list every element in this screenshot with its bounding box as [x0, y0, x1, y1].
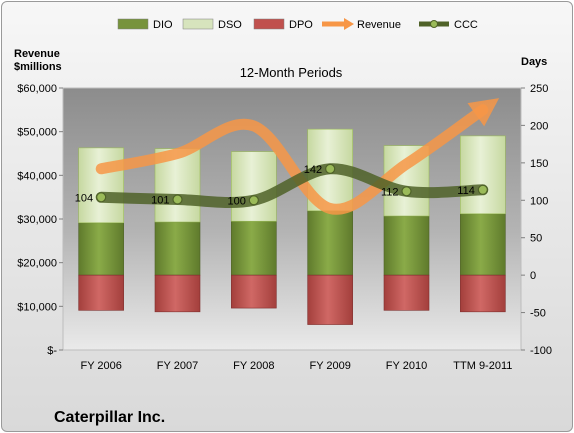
- x-tick-label-6: TTM 9-2011: [453, 360, 512, 372]
- bar-dio-4: [307, 210, 353, 276]
- bar-dso-6: [460, 135, 506, 215]
- bar-dpo-5: [383, 274, 430, 311]
- right-axis-title: Days: [521, 56, 547, 68]
- chart-title: 12-Month Periods: [240, 65, 343, 80]
- bar-dpo-2: [154, 274, 201, 313]
- right-tick-label-5: 150: [530, 158, 548, 170]
- left-tick-label-2: $20,000: [17, 258, 57, 270]
- bar-dpo-4: [307, 274, 353, 325]
- legend-swatch-dpo: [253, 18, 285, 30]
- legend-label-dio: DIO: [153, 19, 173, 31]
- legend-label-dpo: DPO: [289, 19, 313, 31]
- legend-arrow-revenue: [344, 18, 354, 30]
- right-tick-label-2: 0: [530, 270, 536, 282]
- ccc-point-1: [96, 192, 107, 203]
- bar-dso-1: [78, 147, 124, 224]
- company-name: Caterpillar Inc.: [54, 409, 165, 426]
- x-tick-label-1: FY 2006: [80, 360, 121, 372]
- right-tick-label-0: -100: [530, 345, 552, 357]
- left-axis-title-line2: $millions: [14, 61, 62, 73]
- ccc-label-6: 114: [457, 185, 475, 197]
- x-tick-label-3: FY 2008: [233, 360, 274, 372]
- left-tick-label-4: $40,000: [17, 170, 57, 182]
- right-tick-label-6: 200: [530, 120, 548, 132]
- ccc-label-1: 104: [75, 192, 93, 204]
- left-tick-label-6: $60,000: [17, 83, 57, 95]
- left-tick-label-5: $50,000: [17, 127, 57, 139]
- bar-dso-3: [231, 151, 277, 222]
- right-tick-label-4: 100: [530, 195, 548, 207]
- left-tick-label-3: $30,000: [17, 214, 57, 226]
- ccc-label-2: 101: [151, 195, 169, 207]
- x-tick-label-4: FY 2009: [309, 360, 350, 372]
- bar-dio-2: [154, 221, 201, 276]
- x-tick-label-2: FY 2007: [157, 360, 198, 372]
- ccc-label-5: 112: [381, 186, 399, 198]
- left-tick-label-1: $10,000: [17, 301, 57, 313]
- ccc-point-3: [248, 195, 259, 206]
- x-tick-label-5: FY 2010: [386, 360, 427, 372]
- right-tick-label-3: 50: [530, 233, 542, 245]
- right-tick-label-1: -50: [530, 308, 546, 320]
- left-tick-label-0: $-: [47, 345, 57, 357]
- bar-dio-5: [383, 215, 430, 276]
- ccc-point-5: [401, 186, 412, 197]
- ccc-point-2: [172, 194, 183, 205]
- ccc-label-3: 100: [227, 195, 245, 207]
- ccc-label-4: 142: [304, 164, 322, 176]
- bar-dpo-1: [78, 274, 124, 311]
- bar-dpo-6: [460, 274, 506, 313]
- bar-dio-3: [231, 220, 277, 276]
- legend-label-revenue: Revenue: [357, 19, 401, 31]
- right-tick-label-7: 250: [530, 83, 548, 95]
- legend-marker-ccc: [430, 20, 438, 28]
- legend-label-ccc: CCC: [454, 19, 478, 31]
- bar-dio-6: [460, 213, 506, 276]
- legend-label-dso: DSO: [218, 19, 242, 31]
- left-axis-title-line1: Revenue: [14, 48, 60, 60]
- legend-swatch-dso: [182, 18, 214, 30]
- legend-swatch-dio: [117, 18, 149, 30]
- ccc-point-6: [477, 184, 488, 195]
- revenue-line: [95, 98, 500, 215]
- bar-dpo-3: [231, 274, 277, 309]
- bar-dio-1: [78, 222, 124, 276]
- ccc-point-4: [325, 163, 336, 174]
